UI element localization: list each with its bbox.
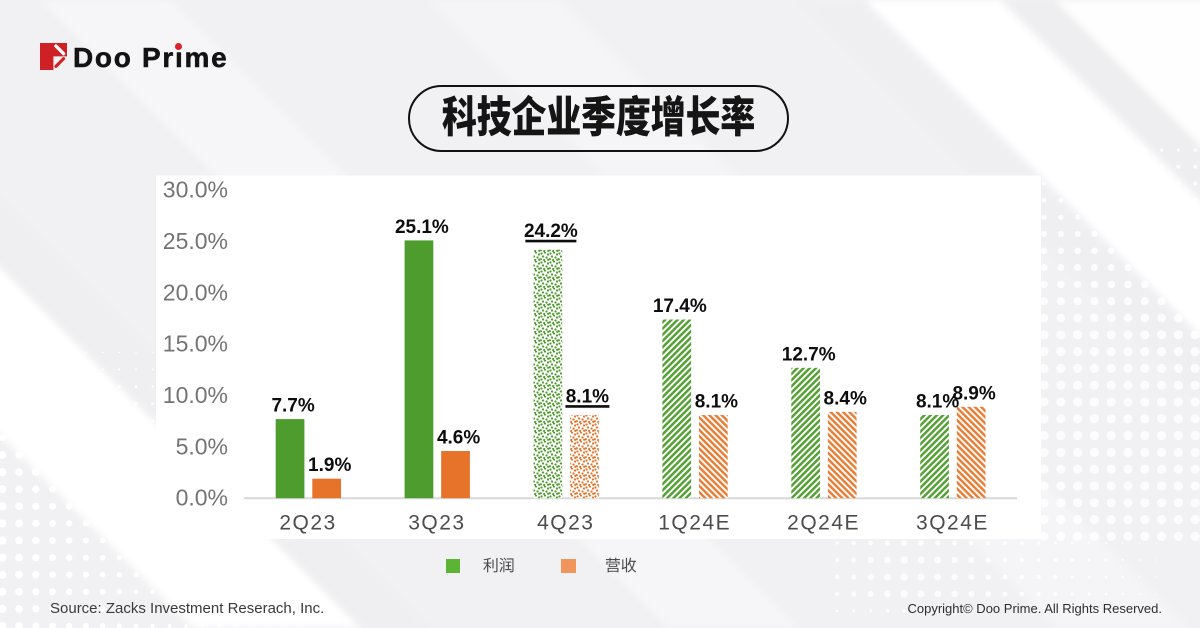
svg-text:2Q24E: 2Q24E — [787, 512, 860, 535]
svg-text:0.0%: 0.0% — [176, 485, 228, 511]
svg-text:8.1%: 8.1% — [566, 387, 609, 408]
svg-text:1.9%: 1.9% — [308, 455, 351, 476]
svg-text:3Q23: 3Q23 — [408, 512, 465, 535]
svg-text:17.4%: 17.4% — [653, 296, 707, 317]
svg-text:25.1%: 25.1% — [395, 217, 449, 238]
svg-text:20.0%: 20.0% — [163, 279, 228, 305]
svg-text:8.1%: 8.1% — [916, 392, 959, 413]
svg-text:8.1%: 8.1% — [695, 392, 738, 413]
svg-text:1Q24E: 1Q24E — [658, 512, 731, 535]
svg-text:25.0%: 25.0% — [163, 228, 228, 254]
svg-text:3Q24E: 3Q24E — [916, 512, 989, 535]
svg-text:8.9%: 8.9% — [952, 383, 995, 404]
svg-text:2Q23: 2Q23 — [279, 512, 336, 535]
svg-text:8.4%: 8.4% — [824, 388, 867, 409]
svg-text:15.0%: 15.0% — [163, 331, 228, 357]
svg-text:12.7%: 12.7% — [782, 344, 836, 365]
svg-text:7.7%: 7.7% — [271, 396, 314, 417]
svg-text:4.6%: 4.6% — [437, 428, 480, 449]
svg-text:10.0%: 10.0% — [163, 382, 228, 408]
svg-text:5.0%: 5.0% — [176, 433, 228, 459]
svg-text:24.2%: 24.2% — [524, 221, 578, 242]
svg-text:30.0%: 30.0% — [163, 177, 228, 203]
svg-text:4Q23: 4Q23 — [537, 512, 594, 535]
